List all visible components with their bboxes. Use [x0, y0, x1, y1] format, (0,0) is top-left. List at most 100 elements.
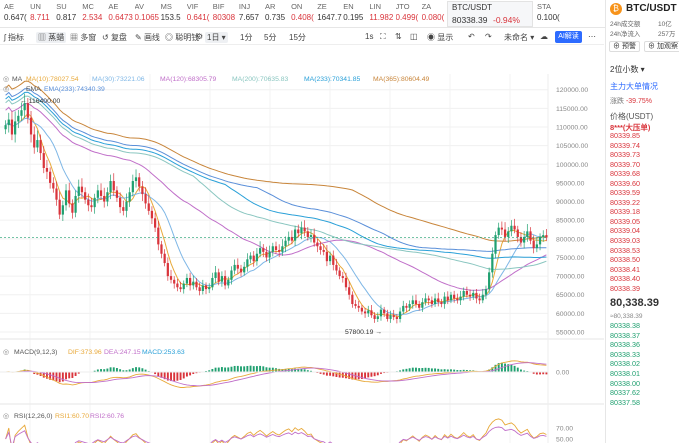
price-axis-label: 105000.00	[556, 143, 588, 150]
ticker-item[interactable]: AE 0.6473	[108, 2, 133, 23]
show-button[interactable]: ◉ 显示	[427, 33, 454, 42]
ask-price: 80338.39	[610, 283, 640, 293]
replay-button[interactable]: ↺ 复盘	[102, 33, 127, 42]
macd-bar	[119, 369, 122, 372]
candle-body	[351, 294, 354, 305]
candle-body	[344, 277, 348, 288]
tf-5m[interactable]: 5分	[264, 33, 277, 42]
smart-money-button[interactable]: ◎ 聪明钱	[165, 33, 200, 42]
ticker-item[interactable]: SU 0.817	[56, 2, 81, 23]
bid-price: 80338.37	[610, 330, 640, 340]
undo-icon[interactable]: ↶	[468, 32, 475, 41]
candle-body	[17, 115, 20, 122]
cloud-icon[interactable]: ☁	[540, 32, 548, 41]
rsi-axis-label: 70.00	[556, 426, 573, 433]
ticker-item[interactable]: INJ 7.657	[239, 2, 264, 23]
change-row: 涨跌 -39.75%	[610, 98, 653, 105]
rsi2-line	[5, 426, 547, 445]
ticker-item[interactable]: MC 2.534	[82, 2, 107, 23]
ticker-item[interactable]: AV 0.1065	[135, 2, 160, 23]
layout-preset[interactable]: 未命名 ▾	[504, 33, 535, 42]
ticker-item[interactable]: VIF 0.641(	[187, 2, 212, 23]
candle-body	[411, 300, 414, 305]
ticker-item[interactable]: AR 0.735	[265, 2, 290, 23]
ticker-item[interactable]: LIN 11.982	[369, 2, 394, 23]
macd-eye-icon[interactable]: ◎	[3, 349, 9, 356]
macd-bar	[424, 367, 427, 372]
ma-eye-icon[interactable]: ◎	[3, 76, 9, 83]
settings-icon[interactable]: ⚙	[196, 32, 204, 41]
watch-button[interactable]: ⊕ 加观察	[644, 41, 679, 52]
candle-body	[526, 231, 529, 237]
ticker-value: 1647.7	[317, 13, 342, 22]
candle-body	[462, 291, 465, 297]
candle-body	[392, 315, 395, 318]
macd-title: MACD(9,12,3)	[14, 349, 57, 356]
ticker-name: UN	[30, 2, 41, 11]
macd-bar	[507, 364, 510, 372]
more-icon[interactable]: ⋯	[588, 32, 596, 41]
ticker-item[interactable]: ZE 1647.7	[317, 2, 342, 23]
chart-area[interactable]: 120000.00 115000.00 110000.00 105000.00 1000…	[0, 46, 604, 445]
candle-body	[246, 259, 249, 267]
ticker-item[interactable]: MS 153.5	[161, 2, 186, 23]
candle-body	[169, 276, 173, 280]
ai-explain-button[interactable]: AI解读	[555, 31, 582, 43]
price-axis-label: 60000.00	[556, 311, 585, 318]
macd-bar	[230, 366, 233, 372]
draw-button[interactable]: ✎ 画线	[135, 33, 160, 42]
macd-bar	[510, 364, 513, 372]
macd-bar	[415, 367, 417, 372]
rsi2-label: RSI2:60.76	[90, 413, 124, 420]
candlestick-chart[interactable]: 120000.00 115000.00 110000.00 105000.00 1000…	[0, 46, 604, 445]
ticker-item[interactable]: BIF 80308	[213, 2, 238, 23]
right-panel: ₿ BTC/USDT 24h成交额 10亿 24h净流入 257万 ⊕ 预警 ⊕…	[605, 0, 679, 443]
ma365-line	[5, 80, 547, 242]
candle-type-button[interactable]: ▥ 蒸蜡	[36, 32, 67, 43]
macd-bar	[144, 369, 147, 372]
ticker-item[interactable]: STA 0.100(	[537, 2, 560, 22]
tf-1d[interactable]: 1日 ▾	[205, 32, 228, 43]
multi-window-button[interactable]: ▦ 多窗	[70, 33, 97, 42]
candle-body	[545, 235, 548, 238]
ticker-btc-selected[interactable]: BTC/USDT 80338.39 -0.94%	[447, 1, 533, 27]
macd-bar	[345, 372, 347, 379]
rsi-axis-label: 50.00	[556, 437, 573, 444]
redo-icon[interactable]: ↷	[485, 32, 492, 41]
ticker-item[interactable]: JTO 0.499(	[396, 2, 421, 23]
camera-icon[interactable]: ◫	[410, 32, 418, 41]
alert-button[interactable]: ⊕ 预警	[609, 41, 640, 52]
tf-15m[interactable]: 15分	[289, 33, 306, 42]
ticker-item[interactable]: UN 8.711	[30, 2, 55, 23]
candle-body	[163, 253, 166, 264]
price-axis-label: 110000.00	[556, 125, 588, 132]
indicator-button[interactable]: ʃ 指标	[4, 33, 24, 42]
ticker-value: 0.817	[56, 13, 77, 22]
ticker-strip: AE 0.647(UN 8.711 SU 0.817 MC 2.534 AE 0.6473 AV 0…	[0, 0, 679, 28]
candle-body	[131, 181, 134, 193]
ticker-item[interactable]: EN 0.195	[343, 2, 368, 23]
candle-body	[23, 103, 26, 111]
candle-body	[456, 298, 459, 301]
rsi-eye-icon[interactable]: ◎	[3, 413, 9, 420]
candle-body	[297, 229, 300, 234]
ticker-item[interactable]: AE 0.647(	[4, 2, 29, 23]
candle-body	[112, 181, 115, 191]
ticker-item[interactable]: ZA 0.080(	[422, 2, 447, 23]
candle-body	[459, 296, 462, 301]
candle-body	[538, 236, 542, 245]
tf-1m[interactable]: 1分	[240, 33, 253, 42]
bid-price: 80338.01	[610, 369, 640, 379]
pair-title[interactable]: BTC/USDT	[626, 3, 677, 14]
ma365-label: MA(365):80604.49	[373, 76, 430, 83]
precision-select[interactable]: 2位小数 ▾	[610, 65, 645, 74]
ema-eye-icon[interactable]: ◎	[3, 86, 9, 93]
ticker-value: 80308	[212, 13, 236, 22]
candle-body	[157, 227, 160, 245]
tf-1s[interactable]: 1s	[365, 32, 374, 41]
chart-type-icon[interactable]: ⇅	[395, 32, 402, 41]
ticker-value: 11.982	[369, 13, 394, 22]
ticker-item[interactable]: ON 0.408(	[291, 2, 316, 23]
fullscreen-icon[interactable]: ⛶	[380, 32, 386, 41]
price-header: 价格(USDT)	[610, 112, 654, 121]
